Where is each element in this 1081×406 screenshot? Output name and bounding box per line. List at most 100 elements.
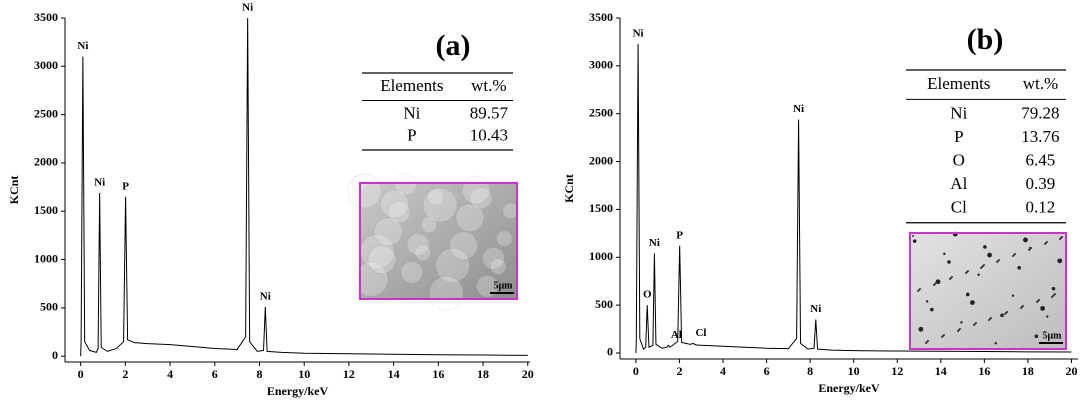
- table-cell: O: [953, 151, 965, 170]
- inset-texture: [949, 278, 951, 280]
- scale-bar-label: 5μm: [1043, 330, 1063, 341]
- inset-texture: [941, 336, 943, 338]
- inset-texture: [1012, 255, 1014, 257]
- inset-texture: [977, 274, 979, 276]
- inset-texture: [1020, 307, 1022, 309]
- inset-texture: [1000, 314, 1004, 318]
- inset-texture: [970, 300, 975, 305]
- table-cell: Al: [950, 174, 967, 193]
- inset-texture: [1059, 238, 1061, 240]
- inset-texture: [980, 267, 982, 269]
- x-tick-label: 4: [167, 367, 173, 381]
- inset-texture: [1017, 266, 1021, 270]
- peak-label: Ni: [260, 290, 271, 302]
- peak-label: Cl: [695, 327, 706, 339]
- x-tick-label: 0: [78, 367, 84, 381]
- table-cell: 6.45: [1026, 151, 1056, 170]
- x-tick-label: 4: [720, 364, 726, 378]
- x-tick-label: 18: [1022, 364, 1034, 378]
- table-cell: 10.43: [470, 126, 508, 145]
- inset-texture: [925, 342, 927, 344]
- y-tick-label: 2000: [589, 153, 613, 167]
- x-tick-label: 2: [676, 364, 682, 378]
- peak-label: Ni: [77, 40, 88, 52]
- inset-texture: [1028, 249, 1030, 251]
- inset-texture: [996, 261, 998, 263]
- inset-texture: [988, 319, 990, 321]
- y-tick-label: 500: [595, 297, 613, 311]
- inset-texture: [933, 284, 935, 286]
- inset-texture: [1051, 296, 1053, 298]
- peak-label: Ni: [810, 303, 821, 315]
- y-axis-label: KCnt: [562, 174, 576, 203]
- figure: 0500100015002000250030003500024681012141…: [0, 0, 1081, 406]
- y-tick-label: 0: [52, 348, 58, 362]
- table-header: Elements: [927, 74, 990, 93]
- x-tick-label: 16: [432, 367, 444, 381]
- x-tick-label: 2: [122, 367, 128, 381]
- x-tick-label: 20: [1065, 364, 1077, 378]
- inset-texture: [917, 290, 919, 292]
- inset-texture: [995, 342, 997, 344]
- inset-texture: [368, 246, 396, 274]
- x-tick-label: 14: [388, 367, 400, 381]
- inset-texture: [930, 308, 934, 312]
- inset-texture: [395, 173, 417, 195]
- scale-bar-label: 5μm: [494, 280, 514, 291]
- y-tick-label: 3000: [589, 58, 613, 72]
- y-tick-label: 0: [607, 345, 613, 359]
- table-header: Elements: [380, 76, 443, 95]
- table-cell: 89.57: [470, 104, 509, 123]
- table-cell: Ni: [403, 104, 420, 123]
- inset-texture: [983, 245, 987, 249]
- inset-texture: [1044, 243, 1046, 245]
- inset-texture: [429, 276, 463, 310]
- inset-texture: [423, 188, 457, 222]
- inset-texture: [965, 272, 967, 274]
- inset-texture: [1057, 258, 1062, 263]
- x-tick-label: 10: [298, 367, 310, 381]
- inset-texture: [960, 321, 962, 323]
- x-tick-label: 10: [848, 364, 860, 378]
- peak-label: O: [643, 289, 652, 301]
- y-tick-label: 2500: [589, 105, 613, 119]
- inset-texture: [966, 293, 970, 297]
- peak-label: P: [676, 229, 683, 241]
- inset-texture: [388, 201, 410, 223]
- table-cell: Cl: [951, 198, 967, 217]
- table-cell: Ni: [950, 104, 967, 123]
- table-cell: P: [407, 126, 416, 145]
- table-cell: 13.76: [1021, 127, 1059, 146]
- inset-texture: [1012, 294, 1014, 296]
- peak-label: Ni: [94, 176, 105, 188]
- peak-label: Ni: [633, 27, 644, 39]
- table-header: wt.%: [1023, 74, 1058, 93]
- y-tick-label: 500: [40, 300, 58, 314]
- panel-label: (b): [967, 23, 1004, 56]
- table-cell: P: [954, 127, 963, 146]
- x-tick-label: 16: [978, 364, 990, 378]
- y-tick-label: 1500: [589, 201, 613, 215]
- inset-texture: [401, 261, 423, 283]
- inset-texture: [1035, 334, 1039, 338]
- x-axis-label: Energy/keV: [267, 384, 329, 398]
- x-tick-label: 0: [633, 364, 639, 378]
- peak-label: Ni: [649, 237, 660, 249]
- inset-texture: [957, 330, 959, 332]
- inset-texture: [1023, 238, 1028, 243]
- inset-texture: [348, 174, 382, 208]
- x-tick-label: 6: [212, 367, 218, 381]
- peak-label: P: [122, 180, 129, 192]
- y-tick-label: 1000: [589, 249, 613, 263]
- x-axis-label: Energy/keV: [818, 381, 880, 395]
- y-axis-label: KCnt: [7, 176, 21, 205]
- inset-texture: [947, 260, 951, 264]
- panel-label: (a): [436, 29, 471, 62]
- x-tick-label: 8: [256, 367, 262, 381]
- peak-label: Ni: [242, 2, 253, 14]
- x-tick-label: 12: [343, 367, 355, 381]
- inset-texture: [973, 324, 975, 326]
- x-tick-label: 18: [477, 367, 489, 381]
- inset-texture: [496, 231, 512, 247]
- x-tick-label: 6: [764, 364, 770, 378]
